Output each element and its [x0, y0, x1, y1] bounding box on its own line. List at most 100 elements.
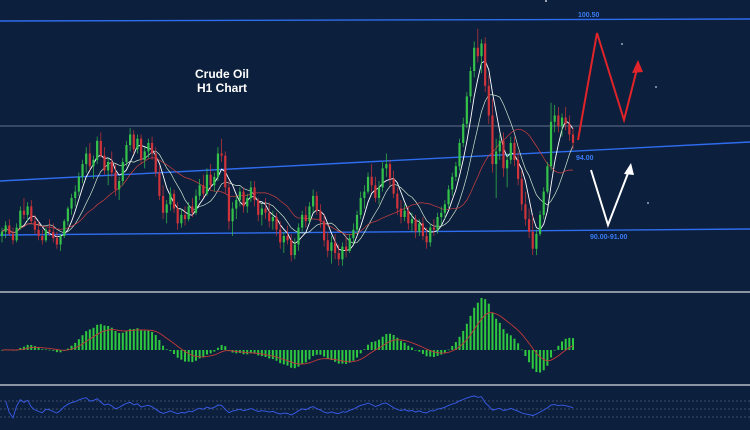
candle-body	[191, 206, 194, 213]
chart-dot	[545, 0, 547, 2]
macd-bar	[531, 350, 534, 369]
candle-body	[447, 189, 450, 205]
macd-bar	[341, 350, 344, 364]
macd-bar	[348, 350, 351, 363]
candle-body	[85, 153, 88, 165]
macd-bar	[396, 337, 399, 350]
candle-body	[443, 204, 446, 213]
candle-body	[77, 176, 80, 192]
macd-bar	[220, 345, 223, 350]
macd-bar	[187, 350, 190, 362]
candle-body	[374, 185, 377, 198]
candle-body	[513, 142, 516, 160]
candle-body	[399, 208, 403, 217]
candle-body	[491, 115, 494, 165]
candle-body	[275, 216, 278, 230]
macd-bar	[480, 298, 483, 350]
macd-bar	[205, 350, 208, 355]
macd-bar	[279, 350, 282, 364]
macd-bar	[476, 302, 479, 350]
candle-body	[407, 210, 410, 224]
macd-bar	[557, 345, 560, 350]
macd-bar	[495, 318, 498, 350]
candle-body	[92, 159, 95, 167]
macd-bar	[385, 334, 388, 350]
macd-bar	[253, 350, 256, 354]
macd-bar	[74, 342, 77, 350]
macd-bar	[524, 350, 527, 357]
candle-body	[216, 153, 220, 177]
macd-bar	[216, 347, 219, 350]
macd-bar	[33, 346, 36, 350]
candle-body	[37, 229, 40, 237]
macd-bar	[48, 349, 51, 351]
candle-body	[370, 176, 373, 186]
macd-bar	[392, 335, 395, 350]
candle-body	[524, 204, 527, 220]
candle-body	[542, 191, 545, 215]
candle-body	[308, 206, 311, 222]
macd-bar	[92, 327, 95, 350]
macd-bar	[528, 350, 531, 363]
macd-bar	[304, 350, 307, 363]
macd-bar	[184, 350, 187, 362]
candle-body	[421, 223, 425, 237]
candle-body	[476, 47, 479, 57]
candle-body	[312, 195, 315, 207]
candle-body	[414, 219, 417, 232]
candle-body	[74, 191, 77, 198]
candle-body	[326, 240, 329, 251]
candle-body	[527, 219, 531, 232]
macd-bar	[425, 350, 428, 357]
candle-body	[107, 161, 110, 171]
macd-bar	[202, 350, 205, 358]
candle-body	[227, 187, 231, 222]
candle-body	[381, 168, 384, 188]
moving-average-line	[1, 128, 574, 236]
candle-body	[436, 216, 439, 230]
candle-body	[213, 176, 216, 186]
projection-arrows	[545, 0, 657, 229]
macd-bar	[110, 327, 113, 350]
candle-body	[33, 221, 37, 230]
macd-bar	[356, 350, 359, 358]
macd-bar	[271, 350, 274, 360]
candle-body	[176, 208, 179, 224]
macd-bar	[59, 350, 62, 353]
macd-bar	[308, 350, 311, 360]
macd-bar	[293, 350, 296, 369]
macd-bar	[143, 330, 146, 350]
candle-body	[264, 208, 267, 213]
macd-bar	[194, 350, 197, 361]
candle-body	[557, 115, 560, 127]
candle-body	[48, 229, 51, 232]
candle-body	[224, 155, 227, 188]
macd-bar	[96, 324, 99, 350]
support-level-label: 90.00-91.00	[590, 234, 627, 241]
candle-body	[366, 176, 370, 192]
candle-body	[15, 227, 18, 241]
candle-body	[403, 210, 406, 217]
macd-bar	[319, 350, 322, 355]
candle-body	[183, 214, 187, 220]
macd-bar	[418, 350, 421, 352]
macd-bar	[118, 332, 121, 350]
candle-body	[129, 134, 132, 146]
macd-bar	[572, 338, 574, 350]
candle-body	[30, 206, 33, 222]
macd-bar	[345, 350, 348, 364]
candle-body	[103, 155, 106, 171]
macd-bar	[37, 347, 40, 350]
macd-bar	[154, 335, 157, 350]
candle-body	[502, 140, 505, 169]
macd-bar	[121, 332, 124, 350]
candle-body	[165, 204, 168, 213]
candle-body	[355, 214, 359, 230]
macd-bar	[407, 345, 410, 350]
macd-bar	[103, 325, 106, 350]
macd-bar	[352, 350, 355, 361]
candle-body	[66, 208, 69, 222]
macd-bar	[469, 315, 472, 350]
